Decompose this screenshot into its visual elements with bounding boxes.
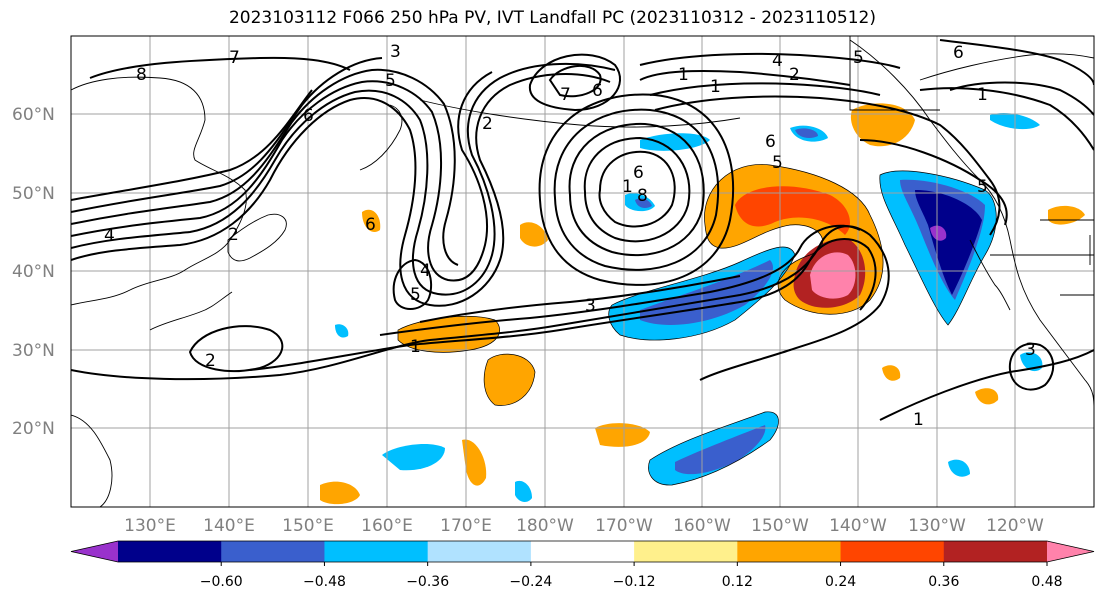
- contour-label: 6: [633, 163, 644, 183]
- contour-label: 6: [303, 106, 314, 126]
- colorbar-tick-label: 0.48: [1031, 574, 1062, 590]
- contour-label: 8: [136, 65, 147, 85]
- lon-label: 120°W: [986, 516, 1044, 536]
- colorbar-segment: [221, 541, 325, 562]
- colorbar-segment: [634, 541, 738, 562]
- contour-label: 1: [678, 65, 689, 85]
- colorbar-segment: [943, 541, 1048, 562]
- colorbar-tick-label: 0.36: [928, 574, 959, 590]
- contour-label: 4: [420, 261, 431, 281]
- lon-label: 130°W: [908, 516, 966, 536]
- contour-label: 3: [390, 42, 401, 62]
- colorbar-tick-label: −0.60: [200, 574, 243, 590]
- lat-label: 20°N: [12, 419, 55, 439]
- ivt-anomaly-fill: [320, 103, 1085, 505]
- colorbar-tick-label: −0.48: [303, 574, 346, 590]
- lon-label: 160°E: [361, 516, 413, 536]
- colorbar-segment: [118, 541, 222, 562]
- contour-label: 6: [592, 81, 603, 101]
- colorbar-tick-label: −0.24: [509, 574, 552, 590]
- contour-label: 1: [622, 177, 633, 197]
- contour-label: 6: [765, 132, 776, 152]
- lat-label: 40°N: [12, 262, 55, 282]
- contour-label: 2: [205, 351, 216, 371]
- lon-label: 180°W: [516, 516, 574, 536]
- contour-label: 5: [853, 48, 864, 68]
- lon-label: 140°E: [203, 516, 255, 536]
- colorbar-outline: [70, 540, 1095, 563]
- lon-label: 160°W: [673, 516, 731, 536]
- colorbar-tick-label: 0.12: [722, 574, 753, 590]
- colorbar-segment: [530, 541, 635, 562]
- contour-label: 5: [410, 285, 421, 305]
- contour-label: 5: [772, 153, 783, 173]
- lon-label: 150°E: [282, 516, 334, 536]
- colorbar: −0.60 −0.48 −0.36 −0.24 −0.12 0.12 0.24 0.36 0.4…: [70, 540, 1095, 590]
- colorbar-extend-min: [71, 541, 118, 562]
- contour-label: 3: [585, 296, 596, 316]
- contour-label: 7: [229, 48, 240, 68]
- lon-label: 140°W: [829, 516, 887, 536]
- colorbar-segment: [737, 541, 842, 562]
- contour-label: 7: [560, 85, 571, 105]
- lat-label: 50°N: [12, 184, 55, 204]
- pv-contours: [71, 39, 1094, 421]
- contour-label: 4: [104, 226, 115, 246]
- contour-label: 2: [789, 65, 800, 85]
- contour-label: 2: [228, 225, 239, 245]
- plot-frame: [70, 35, 1095, 508]
- graticule: [71, 36, 1094, 507]
- contour-label: 4: [772, 51, 783, 71]
- colorbar-segment: [840, 541, 945, 562]
- colorbar-extend-max: [1047, 541, 1094, 562]
- contour-label: 8: [637, 186, 648, 206]
- map-title: 2023103112 F066 250 hPa PV, IVT Landfall…: [228, 8, 876, 28]
- lat-label: 60°N: [12, 105, 55, 125]
- contour-label: 6: [953, 43, 964, 63]
- longitude-labels: 130°E 140°E 150°E 160°E 170°E 180°W 170°…: [124, 516, 1044, 536]
- lon-label: 170°W: [595, 516, 653, 536]
- contour-label: 1: [410, 337, 421, 357]
- colorbar-segment: [427, 541, 532, 562]
- contour-label: 3: [1025, 340, 1036, 360]
- latitude-labels: 60°N 50°N 40°N 30°N 20°N: [12, 105, 55, 439]
- lon-label: 130°E: [124, 516, 176, 536]
- contour-label: 1: [977, 85, 988, 105]
- lat-label: 30°N: [12, 341, 55, 361]
- colorbar-tick-label: −0.36: [406, 574, 449, 590]
- contour-labels: 8 7 3 5 6 2 7 6 4 2 1 6 5 1 6 1 8 6 5 5 …: [104, 42, 1036, 430]
- colorbar-segment: [324, 541, 429, 562]
- lon-label: 170°E: [440, 516, 492, 536]
- colorbar-tick-label: −0.12: [613, 574, 656, 590]
- lon-label: 150°W: [751, 516, 809, 536]
- contour-label: 2: [482, 114, 493, 134]
- contour-label: 5: [385, 71, 396, 91]
- contour-label: 1: [710, 77, 721, 97]
- colorbar-tick-label: 0.24: [825, 574, 856, 590]
- contour-label: 6: [365, 215, 376, 235]
- coastlines: [71, 36, 1094, 507]
- contour-label: 1: [913, 410, 924, 430]
- contour-label: 5: [977, 177, 988, 197]
